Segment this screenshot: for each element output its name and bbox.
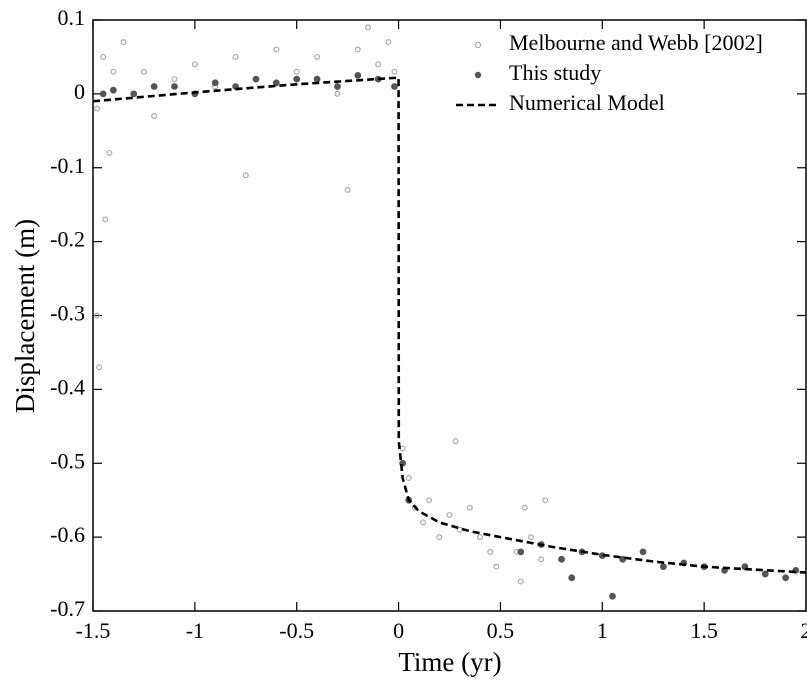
data-point (452, 438, 459, 445)
x-tick-label: -1.5 (76, 618, 111, 643)
data-point (521, 504, 528, 511)
legend-label: This study (509, 60, 601, 85)
data-point (517, 548, 525, 556)
data-point (477, 534, 484, 541)
data-point (293, 75, 301, 83)
data-point (242, 172, 249, 179)
plot-frame (92, 19, 807, 612)
legend-label: Melbourne and Webb [2002] (509, 30, 763, 55)
data-point (94, 105, 101, 112)
data-point (609, 592, 616, 600)
x-tick-label: 0.5 (487, 618, 515, 643)
data-point (272, 79, 280, 87)
y-tick-label: -0.2 (50, 227, 85, 252)
data-point (110, 68, 117, 75)
x-tick-label: 2 (801, 618, 807, 643)
data-point (660, 563, 667, 571)
x-tick-label: 0 (393, 618, 404, 643)
data-point (150, 83, 158, 90)
data-point (354, 72, 362, 79)
y-tick-label: -0.5 (50, 448, 85, 473)
data-point (120, 39, 127, 46)
data-point (639, 548, 647, 556)
data-point (517, 578, 524, 585)
data-point (619, 555, 627, 563)
x-tick-label: -1 (186, 618, 204, 643)
data-point (385, 39, 392, 46)
data-point (391, 83, 398, 90)
data-point (100, 53, 107, 60)
data-point (151, 113, 158, 120)
data-point (399, 445, 406, 452)
data-point (542, 497, 549, 504)
data-point (436, 534, 443, 541)
data-point (102, 216, 109, 223)
data-point (334, 90, 341, 97)
data-point (493, 563, 500, 570)
data-point (313, 75, 321, 83)
x-tick-label: 1 (597, 618, 608, 643)
data-point (568, 574, 576, 582)
y-tick-label: -0.3 (50, 301, 85, 326)
data-point (761, 570, 769, 578)
data-point (171, 83, 178, 90)
y-tick-label: -0.4 (50, 374, 85, 399)
data-point (94, 312, 101, 319)
data-point (99, 90, 107, 98)
y-tick-label: -0.1 (50, 153, 85, 178)
data-point (354, 46, 361, 53)
y-tick-label: -0.6 (50, 522, 85, 547)
data-point (211, 79, 219, 87)
data-point (365, 24, 372, 31)
data-point (171, 76, 178, 83)
data-point (466, 504, 473, 511)
x-tick-label: -0.5 (279, 618, 314, 643)
data-point (538, 556, 545, 563)
data-point (334, 83, 341, 90)
data-point (130, 90, 138, 98)
data-point (273, 46, 280, 53)
legend-swatch (474, 71, 482, 79)
data-point (293, 68, 300, 75)
y-axis-label: Displacement (m) (10, 219, 40, 413)
data-point (782, 574, 790, 582)
data-point (405, 475, 412, 482)
data-point (140, 68, 147, 75)
y-tick-label: 0 (74, 79, 85, 104)
data-point (96, 364, 103, 371)
legend-swatch (474, 41, 482, 49)
data-point (527, 534, 534, 541)
data-point (252, 75, 260, 83)
data-point (446, 511, 453, 518)
data-point (109, 86, 117, 94)
y-tick-label: -0.7 (50, 596, 85, 621)
data-point (314, 53, 321, 60)
data-point (391, 68, 398, 75)
data-point (426, 497, 433, 504)
data-point (191, 61, 198, 68)
legend-label: Numerical Model (509, 90, 665, 115)
x-tick-label: 1.5 (690, 618, 718, 643)
data-point (232, 53, 239, 60)
y-tick-label: 0.1 (58, 5, 86, 30)
data-point (487, 548, 494, 555)
x-axis-label: Time (yr) (398, 647, 501, 677)
data-point (558, 555, 565, 563)
data-point (375, 61, 382, 68)
model-line (92, 76, 807, 574)
data-point (420, 519, 427, 526)
data-point (106, 149, 113, 156)
data-point (344, 186, 351, 193)
